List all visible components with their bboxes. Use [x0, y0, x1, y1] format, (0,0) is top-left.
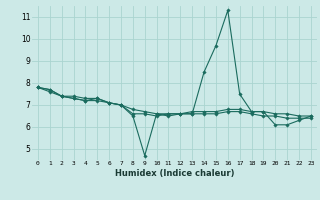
- X-axis label: Humidex (Indice chaleur): Humidex (Indice chaleur): [115, 169, 234, 178]
